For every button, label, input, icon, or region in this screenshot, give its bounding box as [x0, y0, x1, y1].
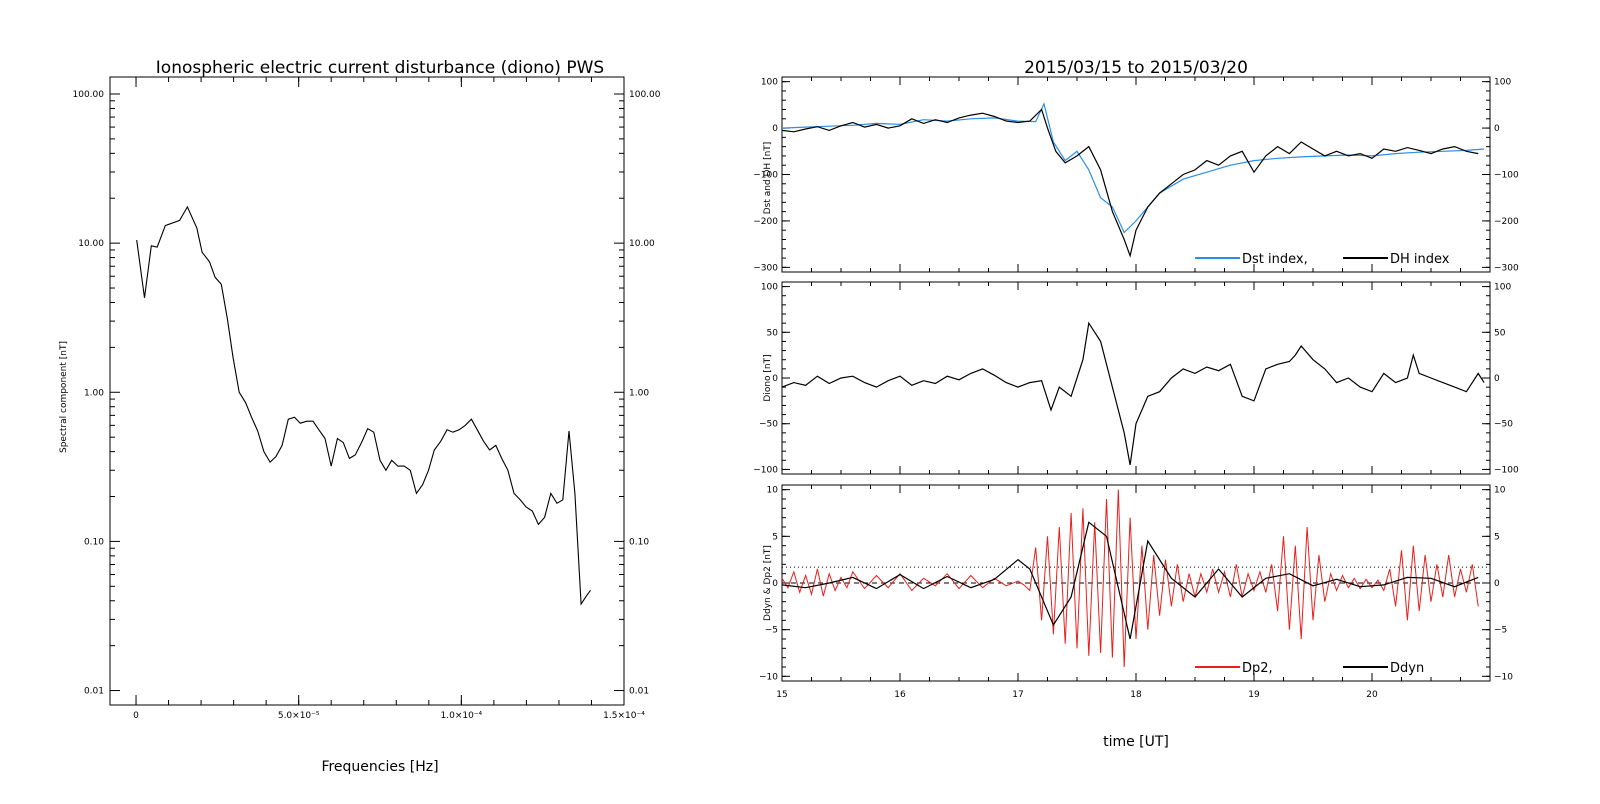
- y-tick-label-right: 5: [1494, 532, 1500, 542]
- x-axis-label: Frequencies [Hz]: [321, 759, 438, 775]
- y-tick-label: 100.00: [73, 90, 105, 100]
- x-tick-label: 19: [1248, 690, 1260, 700]
- y-tick-label: 0: [772, 579, 778, 589]
- y-tick-label: 10: [767, 486, 779, 496]
- y-tick-label-right: 0.01: [629, 687, 649, 697]
- y-tick-label: −200: [753, 217, 778, 227]
- series-line-dp2: [781, 489, 1479, 668]
- series-line-dhindex: [781, 108, 1479, 258]
- spectrum-line: [136, 205, 591, 606]
- y-tick-label-right: 100: [1494, 283, 1511, 293]
- y-tick-label-right: −200: [1494, 217, 1519, 227]
- y-tick-label: −50: [759, 420, 778, 430]
- y-tick-label: 0: [772, 124, 778, 134]
- x-tick-label: 20: [1366, 690, 1378, 700]
- y-tick-label: −100: [753, 465, 778, 475]
- y-tick-label-right: 10: [1494, 486, 1506, 496]
- y-tick-label: −100: [753, 171, 778, 181]
- y-tick-label: 0.10: [84, 537, 104, 547]
- y-tick-label-right: 0.10: [629, 537, 649, 547]
- legend-label: DH index: [1390, 252, 1450, 267]
- y-tick-label-right: −300: [1494, 263, 1519, 273]
- legend-label: Ddyn: [1390, 661, 1424, 676]
- y-tick-label-right: −10: [1494, 672, 1513, 682]
- series-line-dstindex: [781, 102, 1485, 234]
- y-tick-label-right: −100: [1494, 465, 1519, 475]
- chart-title: Ionospheric electric current disturbance…: [156, 58, 604, 78]
- legend-label: Dp2,: [1242, 661, 1273, 676]
- spectrum-chart: Ionospheric electric current disturbance…: [59, 58, 661, 775]
- plot-frame: [109, 76, 625, 706]
- x-tick-label: 15: [776, 690, 787, 700]
- y-tick-label: 0: [772, 374, 778, 384]
- y-tick-label: 0.01: [84, 687, 104, 697]
- y-tick-label: 100: [761, 78, 778, 88]
- x-axis-label: time [UT]: [1103, 734, 1169, 750]
- y-tick-label-right: −50: [1494, 420, 1513, 430]
- x-tick-label: 5.0×10⁻⁵: [278, 711, 320, 721]
- x-tick-label: 18: [1130, 690, 1142, 700]
- y-tick-label: 10.00: [78, 239, 104, 249]
- y-tick-label-right: 50: [1494, 328, 1506, 338]
- y-tick-label-right: 1.00: [629, 388, 649, 398]
- y-tick-label: −5: [765, 626, 778, 636]
- y-tick-label-right: 100: [1494, 78, 1511, 88]
- y-tick-label-right: 100.00: [629, 90, 661, 100]
- chart-title: 2015/03/15 to 2015/03/20: [1024, 58, 1248, 78]
- y-tick-label: 50: [767, 328, 779, 338]
- y-tick-label-right: 0: [1494, 124, 1500, 134]
- x-tick-label: 1.5×10⁻⁴: [603, 711, 645, 721]
- y-tick-label: 5: [772, 532, 778, 542]
- y-tick-label: −300: [753, 263, 778, 273]
- legend-label: Dst index,: [1242, 252, 1308, 267]
- y-axis-label: Spectral component [nT]: [59, 341, 69, 453]
- y-tick-label: −10: [759, 672, 778, 682]
- panel-3-y-label: Ddyn & Dp2 [nT]: [763, 545, 773, 621]
- x-tick-label: 16: [894, 690, 906, 700]
- x-tick-label: 1.0×10⁻⁴: [441, 711, 483, 721]
- storm-timeseries-chart: 2015/03/15 to 2015/03/20 time [UT] Dst a…: [753, 58, 1519, 750]
- y-tick-label: 1.00: [84, 388, 104, 398]
- series-line-ddyn: [781, 521, 1479, 640]
- panel-1-y-label: Dst and DH [nT]: [763, 142, 773, 215]
- panel-2-y-label: Diono [nT]: [763, 354, 773, 401]
- y-tick-label-right: 0: [1494, 374, 1500, 384]
- series-line-panel2: [781, 321, 1485, 466]
- y-tick-label-right: 0: [1494, 579, 1500, 589]
- y-tick-label: 100: [761, 283, 778, 293]
- y-tick-label-right: −100: [1494, 171, 1519, 181]
- panel-frame: [781, 281, 1491, 475]
- panel-frame: [781, 76, 1491, 273]
- y-tick-label-right: −5: [1494, 626, 1507, 636]
- x-tick-label: 17: [1012, 690, 1023, 700]
- x-tick-label: 0: [133, 711, 139, 721]
- y-tick-label-right: 10.00: [629, 239, 655, 249]
